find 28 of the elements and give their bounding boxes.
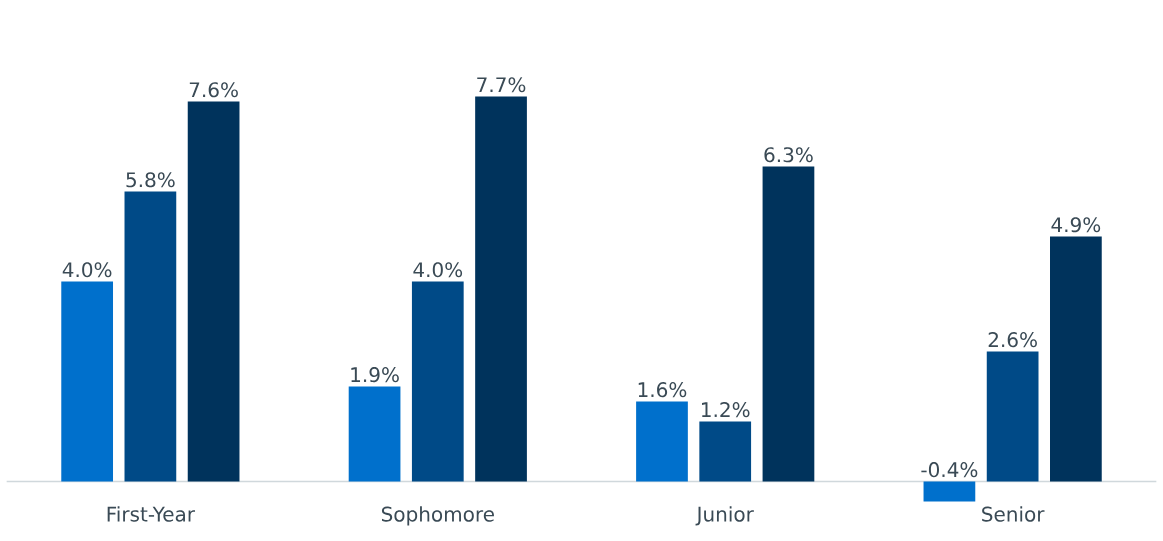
data-label: -0.4% xyxy=(921,461,978,477)
x-tick-label: Sophomore xyxy=(381,505,494,526)
data-label: 4.0% xyxy=(413,261,463,278)
data-label: 2.6% xyxy=(988,331,1037,348)
bar xyxy=(699,421,752,482)
bar xyxy=(411,281,464,482)
bar xyxy=(986,351,1039,482)
bar xyxy=(1050,236,1102,482)
bar xyxy=(61,281,114,482)
data-label: 1.6% xyxy=(638,381,687,398)
data-label: 7.7% xyxy=(477,76,526,93)
data-label: 1.2% xyxy=(702,401,750,417)
x-tick-label: First-Year xyxy=(107,505,196,522)
data-label: 5.8% xyxy=(126,171,175,188)
bar xyxy=(475,96,527,482)
data-label: 1.9% xyxy=(351,366,399,383)
data-label: 4.9% xyxy=(1051,216,1101,233)
bar xyxy=(348,386,401,482)
bar xyxy=(762,166,815,482)
bar xyxy=(636,401,688,482)
x-tick-label: Senior xyxy=(982,505,1045,522)
data-label: 6.3% xyxy=(764,146,813,163)
data-label: 7.6% xyxy=(189,81,238,98)
bar xyxy=(124,191,177,482)
x-tick-label: Junior xyxy=(695,505,754,526)
data-label: 4.0% xyxy=(62,261,112,278)
bar xyxy=(187,101,240,482)
bar xyxy=(923,481,976,502)
